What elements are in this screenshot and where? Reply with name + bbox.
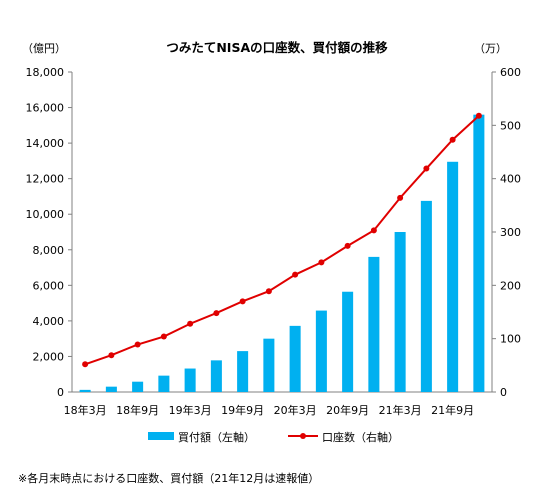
line-point	[344, 242, 351, 249]
right-tick-label: 500	[500, 119, 521, 132]
left-tick-label: 4,000	[33, 315, 65, 328]
line-point	[475, 112, 482, 119]
line-point	[160, 333, 167, 340]
line-series	[82, 112, 482, 368]
tick-labels: 0 2,000 4,000 6,000 8,000 10,000 12,000 14,000 1…	[26, 66, 522, 417]
right-axis-unit: （万）	[474, 42, 507, 55]
x-tick-label: 19年9月	[221, 403, 264, 417]
legend-label-bar: 買付額（左軸）	[178, 430, 255, 444]
x-tick-label: 21年3月	[379, 403, 422, 417]
bar	[237, 351, 249, 392]
bar	[315, 310, 327, 392]
series-line	[84, 114, 480, 366]
left-tick-label: 12,000	[26, 173, 65, 186]
right-tick-label: 0	[500, 386, 507, 399]
left-tick-label: 0	[57, 386, 64, 399]
line-point	[397, 194, 404, 201]
bar	[473, 114, 485, 393]
left-tick-label: 6,000	[33, 279, 65, 292]
line-point	[82, 361, 89, 368]
line-point	[318, 259, 325, 266]
bar	[394, 232, 406, 392]
right-tick-label: 600	[500, 66, 521, 79]
left-tick-label: 16,000	[26, 102, 65, 115]
right-tick-label: 400	[500, 173, 521, 186]
legend: 買付額（左軸） 口座数（右軸）	[148, 430, 399, 444]
bar	[368, 256, 380, 392]
bar	[263, 338, 275, 392]
bar-series	[79, 114, 485, 393]
line-point	[187, 320, 194, 327]
line-point	[423, 165, 430, 172]
right-tick-label: 300	[500, 226, 521, 239]
footnote: ※各月末時点における口座数、買付額（21年12月は速報値）	[18, 471, 319, 485]
x-tick-label: 18年9月	[116, 403, 159, 417]
left-tick-label: 2,000	[33, 350, 65, 363]
right-tick-label: 100	[500, 333, 521, 346]
line-point	[449, 136, 456, 143]
bar	[105, 386, 117, 392]
bar	[342, 291, 354, 392]
line-point	[108, 352, 115, 359]
left-tick-label: 10,000	[26, 208, 65, 221]
bar	[158, 375, 170, 392]
bar	[289, 325, 301, 392]
x-tick-label: 20年9月	[326, 403, 369, 417]
line-point	[370, 227, 377, 234]
chart-title: つみたてNISAの口座数、買付額の推移	[166, 40, 388, 55]
bar	[184, 368, 196, 392]
line-point	[292, 271, 299, 278]
x-tick-label: 18年3月	[64, 403, 107, 417]
legend-label-line: 口座数（右軸）	[322, 430, 399, 444]
line-point	[265, 288, 272, 295]
left-axis-unit: （億円）	[22, 42, 66, 55]
line-point	[239, 298, 246, 305]
line-point	[134, 341, 141, 348]
bar	[132, 381, 144, 392]
bar	[210, 360, 222, 392]
right-tick-label: 200	[500, 279, 521, 292]
left-tick-label: 14,000	[26, 137, 65, 150]
legend-swatch-marker	[300, 433, 306, 439]
bar	[447, 161, 459, 392]
left-tick-label: 8,000	[33, 244, 65, 257]
x-tick-label: 21年9月	[431, 403, 474, 417]
x-tick-label: 20年3月	[274, 403, 317, 417]
legend-swatch-bar	[148, 432, 174, 440]
bar	[79, 389, 91, 392]
bar	[420, 200, 432, 392]
left-tick-label: 18,000	[26, 66, 65, 79]
line-point	[213, 310, 220, 317]
x-tick-label: 19年3月	[169, 403, 212, 417]
